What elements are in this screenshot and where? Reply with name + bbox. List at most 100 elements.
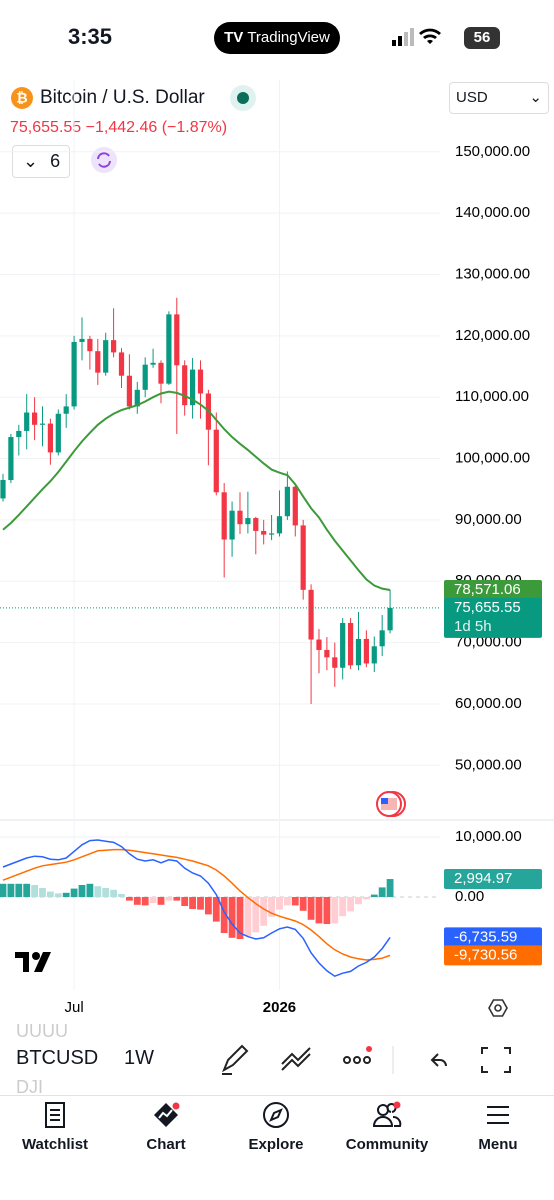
histogram-bar xyxy=(370,894,378,897)
nav-menu[interactable]: Menu xyxy=(448,1100,548,1153)
events-flag xyxy=(376,791,406,817)
candle-body xyxy=(16,430,22,438)
candle-body xyxy=(221,492,227,540)
histogram-bar xyxy=(181,896,189,906)
candle-body xyxy=(355,638,362,666)
y-tick-label: 130,000.00 xyxy=(455,265,530,282)
histogram-bar xyxy=(54,893,62,897)
histogram-bar xyxy=(62,892,70,897)
y-tick-label: 120,000.00 xyxy=(455,327,530,344)
candle-body xyxy=(126,375,132,407)
histogram-bar xyxy=(133,896,141,905)
histogram-bar xyxy=(283,896,291,906)
draw-tool[interactable] xyxy=(222,1044,249,1075)
watch-behind: DJI xyxy=(16,1077,43,1097)
candle-body xyxy=(24,412,30,431)
histogram-bar xyxy=(125,896,133,901)
histogram-bar xyxy=(260,896,268,926)
histogram-bar xyxy=(157,896,165,905)
settings-icon[interactable] xyxy=(488,999,508,1017)
histogram-bar xyxy=(228,896,236,938)
candle-body xyxy=(371,646,377,664)
histogram-bar xyxy=(378,887,386,897)
histogram-bar xyxy=(244,896,252,936)
ma-line xyxy=(2,390,391,591)
undo[interactable] xyxy=(430,1053,447,1067)
histogram-bar xyxy=(70,888,78,897)
watch-behind: UUUU xyxy=(16,1021,68,1041)
histogram-bar xyxy=(78,884,86,897)
x-tick-label: 2026 xyxy=(263,999,296,1016)
candle-body xyxy=(340,622,346,668)
candle-body xyxy=(347,622,354,666)
status-time: 3:35 xyxy=(68,24,113,49)
histogram-bar xyxy=(165,896,173,901)
nav-community[interactable]: Community xyxy=(337,1100,437,1153)
currency-select[interactable]: USD ⌄ xyxy=(449,82,549,114)
histogram-bar xyxy=(39,887,46,897)
y-tick-label: 140,000.00 xyxy=(455,204,530,221)
candle-body xyxy=(79,338,85,342)
x-tick-label: Jul xyxy=(65,999,84,1016)
macd-line xyxy=(2,839,391,978)
nav-chart[interactable]: Chart xyxy=(116,1100,216,1153)
more-tool[interactable] xyxy=(343,1046,372,1064)
signal-wifi xyxy=(392,28,441,46)
candle-body xyxy=(174,314,180,366)
price-badge xyxy=(444,597,542,638)
ma-badge xyxy=(444,580,542,601)
nav-separator xyxy=(0,1095,554,1096)
countdown: 1d 5h xyxy=(454,618,492,635)
nav-label: Menu xyxy=(478,1136,518,1153)
histogram-bar xyxy=(15,883,23,897)
histogram-bar xyxy=(307,896,315,920)
candle-body xyxy=(158,362,164,384)
candle-body xyxy=(142,364,148,390)
y-tick-label: 60,000.00 xyxy=(455,695,522,712)
fullscreen[interactable] xyxy=(481,1047,511,1073)
trend-tool[interactable] xyxy=(281,1047,311,1071)
indicator-count: 6 xyxy=(50,151,61,171)
candle-body xyxy=(118,352,125,376)
app-pill: TV TradingView xyxy=(214,22,340,54)
price-change: −1,442.46 (−1.87%) xyxy=(85,119,228,136)
candle-body xyxy=(87,338,93,352)
candle-body xyxy=(253,518,259,531)
price: 75,655.55 xyxy=(10,119,82,136)
candle-body xyxy=(63,406,69,414)
histogram-bar xyxy=(252,896,260,933)
toolbar-icons xyxy=(222,1044,511,1075)
histogram-bar xyxy=(7,883,15,897)
histogram-badge xyxy=(444,869,542,890)
toolbar-symbol[interactable]: BTCUSD xyxy=(16,1047,99,1069)
candle-body xyxy=(308,589,314,640)
nav-explore[interactable]: Explore xyxy=(226,1100,326,1153)
indicators-toggle[interactable]: ⌄ 6 xyxy=(12,145,70,178)
price-badge-label: 75,655.55 xyxy=(454,599,521,616)
candle-body xyxy=(316,639,322,650)
candle-body xyxy=(292,486,298,526)
histogram-bar xyxy=(204,896,212,915)
histogram-bar xyxy=(386,879,394,897)
histogram-bar xyxy=(110,889,117,897)
candle-body xyxy=(39,423,46,425)
sync-button[interactable] xyxy=(90,146,118,174)
histogram-bar xyxy=(189,896,196,909)
candle-body xyxy=(363,638,369,664)
toolbar-interval[interactable]: 1W xyxy=(124,1047,154,1069)
svg-text:₿: ₿ xyxy=(16,90,27,106)
y-tick-label: 10,000.00 xyxy=(455,828,522,845)
nav-watchlist[interactable]: Watchlist xyxy=(5,1100,105,1153)
candle-body xyxy=(268,533,275,535)
chart: 50,000.0060,000.0070,000.0080,000.0090,0… xyxy=(0,80,554,1017)
candle-body xyxy=(300,525,306,590)
candle-body xyxy=(110,340,117,353)
candle-body xyxy=(276,516,283,534)
histogram-bar xyxy=(236,896,244,939)
candle-body xyxy=(134,389,140,407)
histogram-bar xyxy=(220,896,228,933)
candle-body xyxy=(182,365,188,406)
histogram-bar xyxy=(276,896,283,910)
signal-badge-label: -9,730.56 xyxy=(454,946,517,963)
